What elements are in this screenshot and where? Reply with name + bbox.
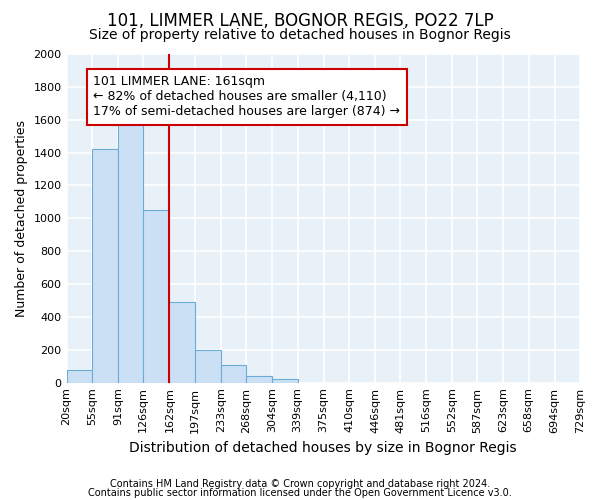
- Text: 101, LIMMER LANE, BOGNOR REGIS, PO22 7LP: 101, LIMMER LANE, BOGNOR REGIS, PO22 7LP: [107, 12, 493, 30]
- Y-axis label: Number of detached properties: Number of detached properties: [15, 120, 28, 317]
- Bar: [221, 364, 246, 382]
- Bar: [143, 210, 169, 382]
- Bar: [195, 350, 221, 382]
- X-axis label: Distribution of detached houses by size in Bognor Regis: Distribution of detached houses by size …: [130, 441, 517, 455]
- Text: Size of property relative to detached houses in Bognor Regis: Size of property relative to detached ho…: [89, 28, 511, 42]
- Text: Contains public sector information licensed under the Open Government Licence v3: Contains public sector information licen…: [88, 488, 512, 498]
- Text: 101 LIMMER LANE: 161sqm
← 82% of detached houses are smaller (4,110)
17% of semi: 101 LIMMER LANE: 161sqm ← 82% of detache…: [94, 76, 400, 118]
- Bar: [67, 370, 92, 382]
- Bar: [272, 380, 298, 382]
- Text: Contains HM Land Registry data © Crown copyright and database right 2024.: Contains HM Land Registry data © Crown c…: [110, 479, 490, 489]
- Bar: [92, 150, 118, 382]
- Bar: [246, 376, 272, 382]
- Bar: [169, 302, 195, 382]
- Bar: [118, 120, 143, 382]
